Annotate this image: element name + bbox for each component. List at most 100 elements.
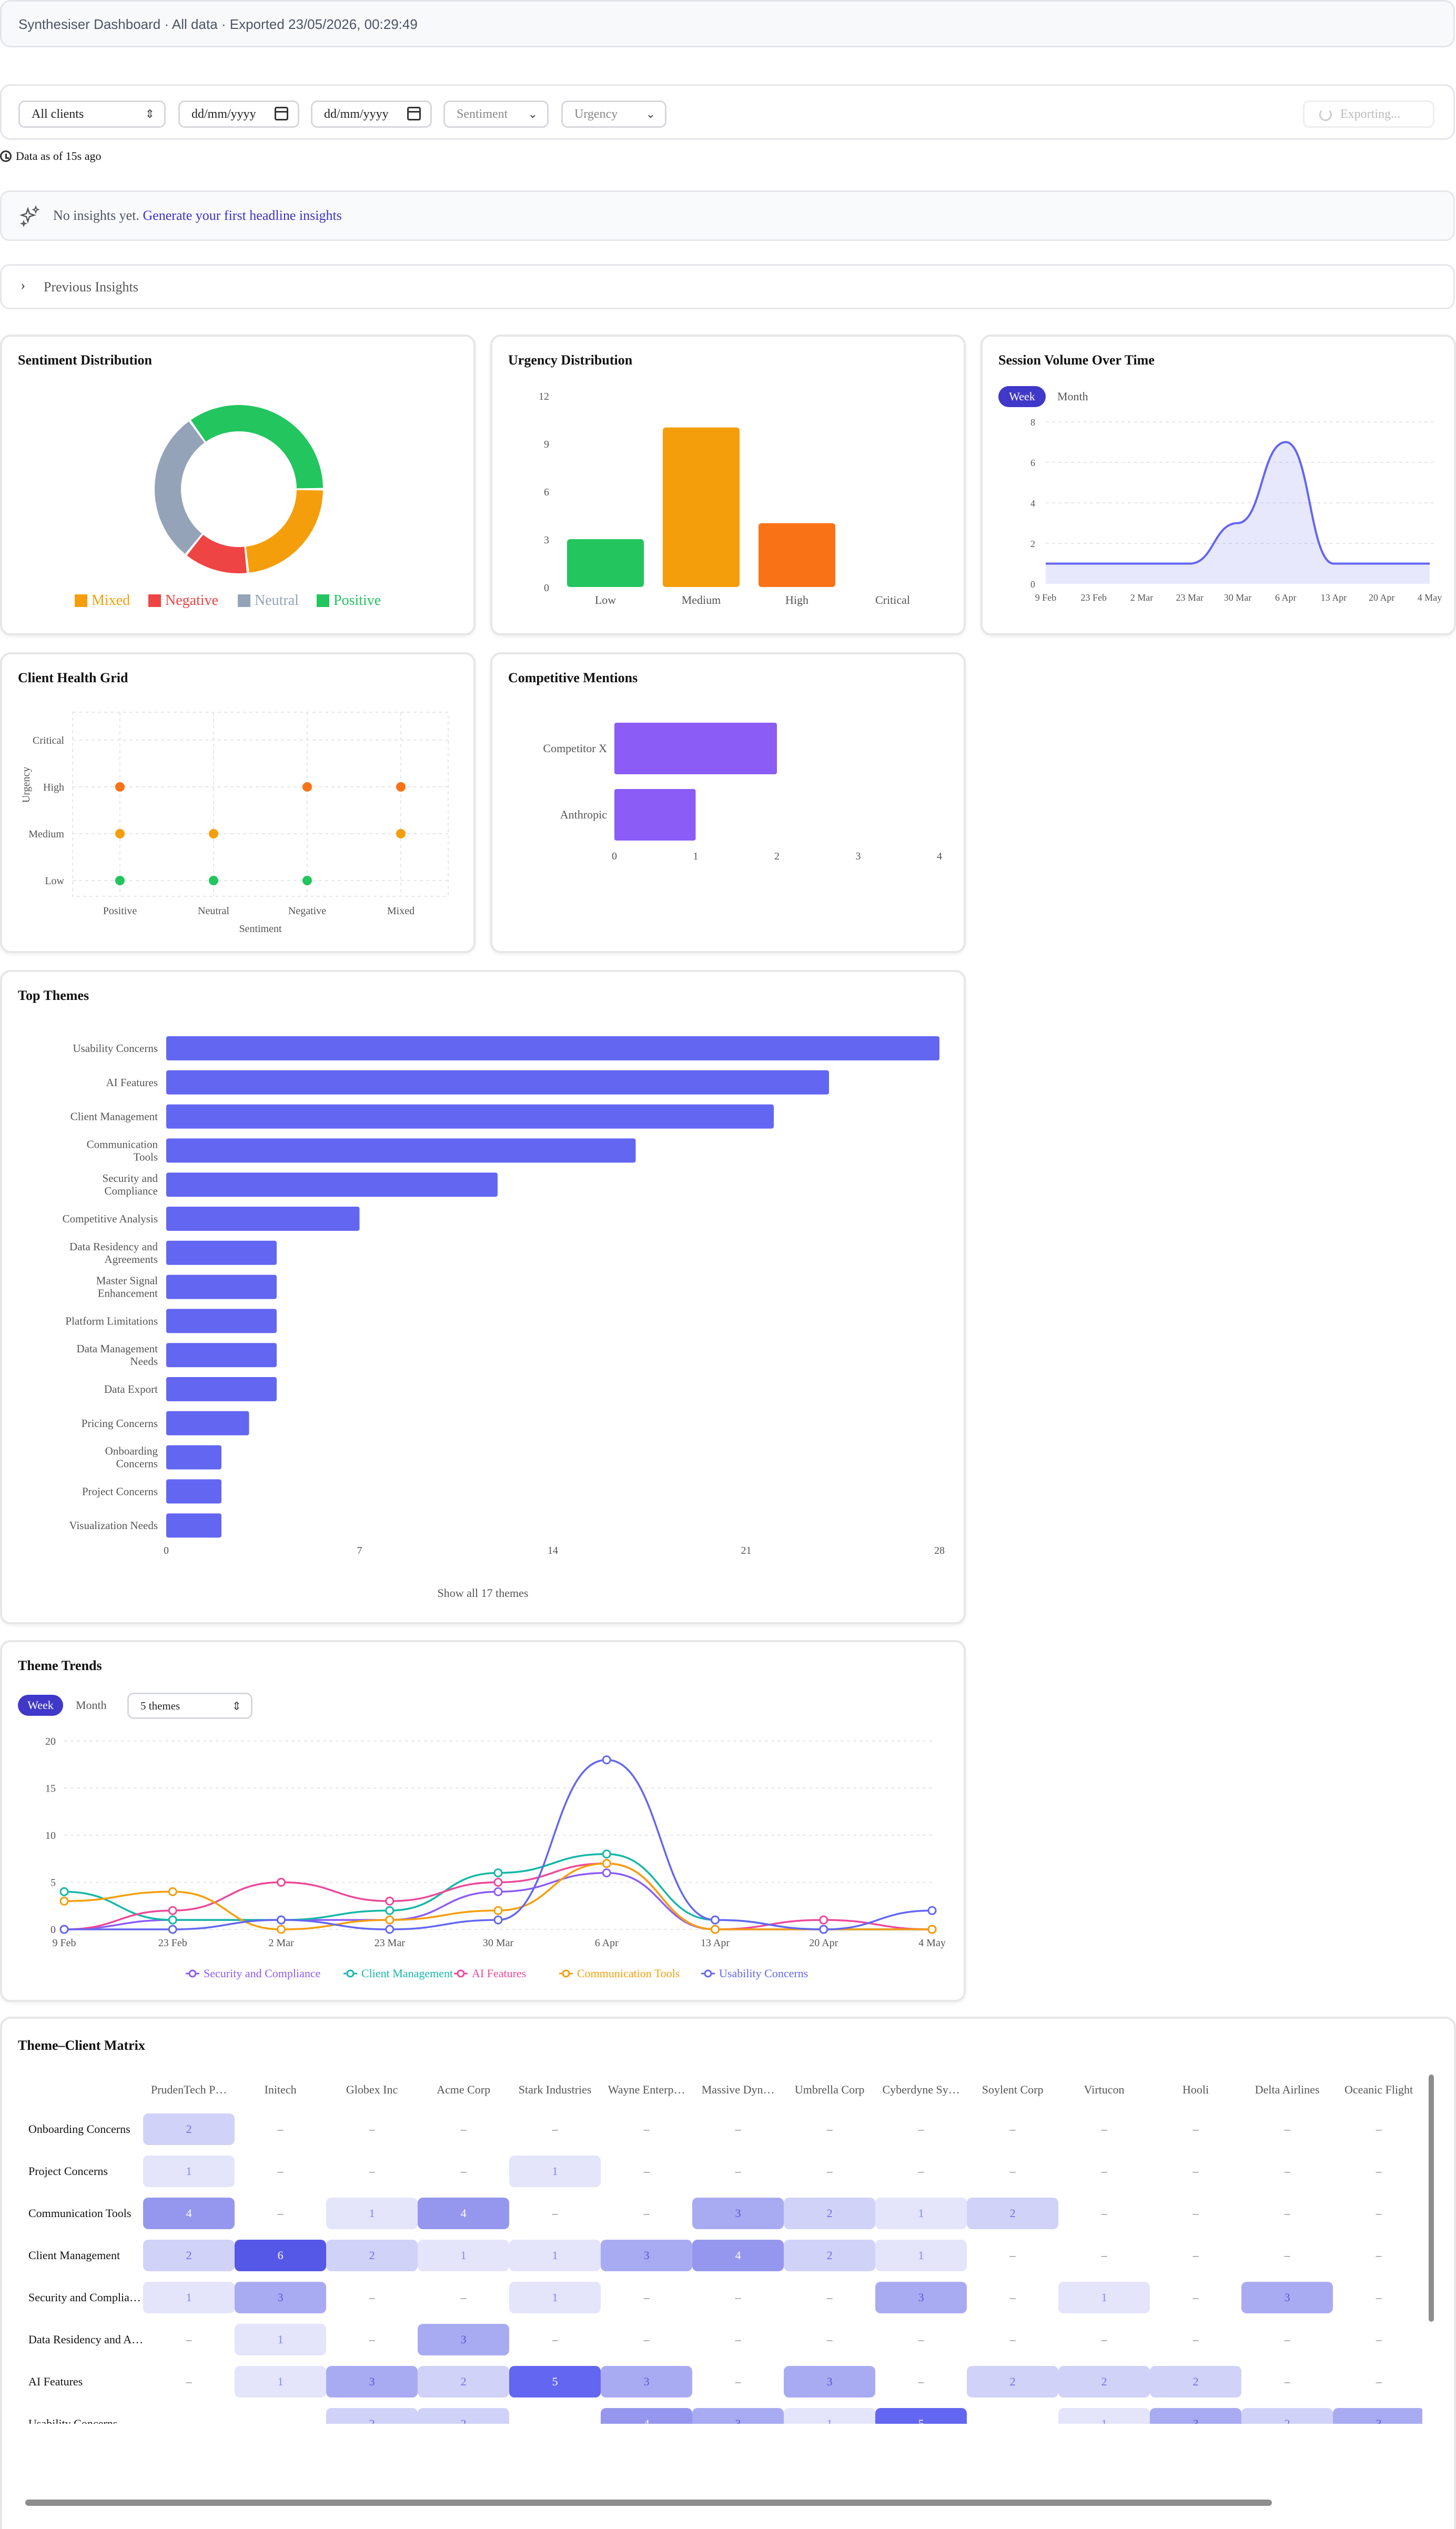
- tab-month[interactable]: Month: [1057, 390, 1088, 403]
- matrix-cell-value[interactable]: 2: [1241, 2408, 1333, 2424]
- matrix-cell[interactable]: 1: [509, 2277, 601, 2319]
- matrix-cell[interactable]: 2: [1150, 2361, 1242, 2403]
- matrix-cell-value[interactable]: 2: [418, 2408, 510, 2424]
- matrix-cell-value[interactable]: 5: [875, 2408, 967, 2424]
- horizontal-scrollbar[interactable]: [25, 2500, 1272, 2506]
- matrix-cell[interactable]: 1: [418, 2234, 510, 2277]
- matrix-cell[interactable]: 1: [509, 2150, 601, 2192]
- matrix-cell[interactable]: 4: [692, 2234, 784, 2277]
- matrix-cell-value[interactable]: 1: [326, 2198, 418, 2229]
- matrix-cell[interactable]: 2: [143, 2234, 235, 2277]
- matrix-cell[interactable]: 1: [235, 2319, 327, 2361]
- matrix-cell-value[interactable]: 2: [326, 2240, 418, 2271]
- matrix-cell-value[interactable]: 2: [418, 2366, 510, 2398]
- matrix-cell-value[interactable]: 3: [1241, 2282, 1333, 2313]
- matrix-cell-value[interactable]: 3: [418, 2324, 510, 2355]
- matrix-cell[interactable]: 4: [418, 2192, 510, 2234]
- matrix-cell-value[interactable]: 4: [143, 2198, 235, 2229]
- matrix-cell[interactable]: 1: [875, 2234, 967, 2277]
- matrix-cell-value[interactable]: 1: [143, 2156, 235, 2187]
- matrix-cell-value[interactable]: 4: [418, 2198, 510, 2229]
- matrix-cell[interactable]: 3: [875, 2277, 967, 2319]
- vertical-scrollbar[interactable]: [1429, 2075, 1434, 2322]
- date-from-input[interactable]: dd/mm/yyyy: [178, 100, 299, 128]
- matrix-cell[interactable]: 2: [418, 2361, 510, 2403]
- matrix-cell[interactable]: 2: [143, 2108, 235, 2150]
- matrix-cell[interactable]: 3: [601, 2361, 693, 2403]
- themes-count-select[interactable]: 5 themes ⇕: [127, 1693, 252, 1719]
- matrix-cell[interactable]: 5: [875, 2403, 967, 2424]
- urgency-select[interactable]: Urgency ⌄: [561, 100, 666, 128]
- matrix-cell[interactable]: 2: [326, 2234, 418, 2277]
- matrix-cell[interactable]: 2: [784, 2234, 876, 2277]
- matrix-cell-value[interactable]: 4: [601, 2408, 693, 2424]
- matrix-cell-value[interactable]: 2: [967, 2366, 1059, 2398]
- matrix-cell[interactable]: 3: [1241, 2277, 1333, 2319]
- matrix-cell[interactable]: 2: [784, 2192, 876, 2234]
- matrix-cell-value[interactable]: 2: [784, 2240, 876, 2271]
- matrix-cell-value[interactable]: 3: [235, 2282, 327, 2313]
- matrix-cell[interactable]: 1: [784, 2403, 876, 2424]
- matrix-cell[interactable]: 3: [601, 2234, 693, 2277]
- matrix-cell-value[interactable]: 4: [692, 2240, 784, 2271]
- matrix-cell-value[interactable]: 1: [875, 2198, 967, 2229]
- tab-week[interactable]: Week: [18, 1695, 63, 1716]
- matrix-cell-value[interactable]: 3: [1333, 2408, 1422, 2424]
- matrix-cell[interactable]: 2: [418, 2403, 510, 2424]
- matrix-cell[interactable]: 1: [235, 2361, 327, 2403]
- matrix-cell-value[interactable]: 2: [1150, 2366, 1242, 2398]
- date-to-input[interactable]: dd/mm/yyyy: [311, 100, 432, 128]
- generate-insights-link[interactable]: Generate your first headline insights: [143, 208, 342, 223]
- previous-insights-toggle[interactable]: › Previous Insights: [0, 264, 1455, 309]
- matrix-cell[interactable]: 3: [326, 2361, 418, 2403]
- matrix-cell[interactable]: 2: [1241, 2403, 1333, 2424]
- show-all-themes-link[interactable]: Show all 17 themes: [437, 1586, 529, 1600]
- matrix-cell-value[interactable]: 2: [326, 2408, 418, 2424]
- matrix-cell-value[interactable]: 1: [875, 2240, 967, 2271]
- matrix-cell-value[interactable]: 3: [784, 2366, 876, 2398]
- tab-month[interactable]: Month: [76, 1698, 107, 1712]
- matrix-cell-value[interactable]: 2: [967, 2198, 1059, 2229]
- matrix-cell[interactable]: 3: [692, 2403, 784, 2424]
- matrix-cell[interactable]: 4: [143, 2192, 235, 2234]
- matrix-cell-value[interactable]: 6: [235, 2240, 327, 2271]
- matrix-cell[interactable]: 3: [418, 2319, 510, 2361]
- matrix-cell[interactable]: 1: [509, 2234, 601, 2277]
- matrix-cell-value[interactable]: 3: [692, 2198, 784, 2229]
- sentiment-select[interactable]: Sentiment ⌄: [443, 100, 549, 128]
- client-select[interactable]: All clients ⇕: [18, 100, 166, 128]
- matrix-cell[interactable]: 3: [235, 2277, 327, 2319]
- matrix-cell-value[interactable]: 3: [601, 2240, 693, 2271]
- matrix-cell-value[interactable]: 1: [1058, 2408, 1150, 2424]
- matrix-scroll-area[interactable]: PrudenTech P… Initech Globex Inc Acme Corp S…: [2, 2071, 1422, 2424]
- matrix-cell-value[interactable]: 2: [143, 2240, 235, 2271]
- matrix-cell[interactable]: 1: [1058, 2403, 1150, 2424]
- matrix-cell[interactable]: 1: [143, 2150, 235, 2192]
- matrix-cell-value[interactable]: 5: [509, 2366, 601, 2398]
- matrix-cell[interactable]: 6: [235, 2234, 327, 2277]
- matrix-cell-value[interactable]: 3: [1150, 2408, 1242, 2424]
- matrix-cell[interactable]: 4: [601, 2403, 693, 2424]
- matrix-cell-value[interactable]: 2: [143, 2113, 235, 2145]
- matrix-cell[interactable]: 5: [509, 2361, 601, 2403]
- matrix-cell-value[interactable]: 1: [1058, 2282, 1150, 2313]
- matrix-cell[interactable]: 1: [1058, 2277, 1150, 2319]
- tab-week[interactable]: Week: [998, 386, 1046, 407]
- matrix-cell-value[interactable]: 3: [601, 2366, 693, 2398]
- matrix-cell[interactable]: 3: [784, 2361, 876, 2403]
- matrix-cell[interactable]: 1: [143, 2277, 235, 2319]
- matrix-cell-value[interactable]: 3: [692, 2408, 784, 2424]
- matrix-cell[interactable]: 3: [1150, 2403, 1242, 2424]
- matrix-cell-value[interactable]: 1: [235, 2366, 327, 2398]
- matrix-cell[interactable]: 3: [1333, 2403, 1422, 2424]
- matrix-cell[interactable]: 2: [1058, 2361, 1150, 2403]
- matrix-cell[interactable]: 2: [326, 2403, 418, 2424]
- matrix-cell-value[interactable]: 2: [1058, 2366, 1150, 2398]
- matrix-cell-value[interactable]: 1: [784, 2408, 876, 2424]
- export-button[interactable]: Exporting...: [1303, 100, 1434, 128]
- matrix-cell-value[interactable]: 1: [235, 2324, 327, 2355]
- matrix-cell[interactable]: 2: [967, 2361, 1059, 2403]
- matrix-cell[interactable]: 3: [692, 2192, 784, 2234]
- matrix-cell[interactable]: 1: [326, 2192, 418, 2234]
- matrix-cell-value[interactable]: 2: [784, 2198, 876, 2229]
